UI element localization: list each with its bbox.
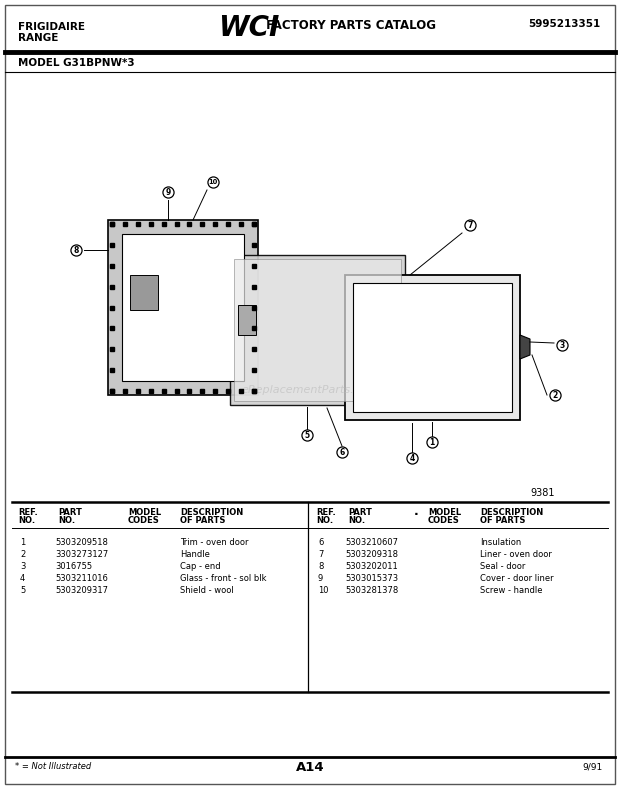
Text: Glass - front - sol blk: Glass - front - sol blk bbox=[180, 574, 267, 583]
Text: 9: 9 bbox=[166, 188, 171, 196]
Bar bbox=[347, 277, 518, 418]
Text: Shield - wool: Shield - wool bbox=[180, 586, 234, 595]
Text: 3016755: 3016755 bbox=[55, 562, 92, 571]
Text: FACTORY PARTS CATALOG: FACTORY PARTS CATALOG bbox=[262, 19, 436, 32]
Text: eReplacementParts.com: eReplacementParts.com bbox=[242, 385, 378, 395]
Text: 1: 1 bbox=[20, 538, 25, 547]
Text: 3303273127: 3303273127 bbox=[55, 550, 108, 559]
Text: OF PARTS: OF PARTS bbox=[480, 516, 525, 525]
Text: 9/91: 9/91 bbox=[583, 762, 603, 771]
Text: 2: 2 bbox=[552, 391, 557, 399]
Bar bbox=[122, 234, 244, 381]
Text: A14: A14 bbox=[296, 761, 324, 774]
Text: DESCRIPTION: DESCRIPTION bbox=[480, 508, 543, 517]
Text: Screw - handle: Screw - handle bbox=[480, 586, 542, 595]
FancyBboxPatch shape bbox=[345, 275, 520, 420]
Text: 5303210607: 5303210607 bbox=[345, 538, 398, 547]
Text: 2: 2 bbox=[20, 550, 25, 559]
FancyBboxPatch shape bbox=[353, 283, 512, 412]
Bar bbox=[130, 275, 158, 310]
Text: 8: 8 bbox=[318, 562, 324, 571]
Bar bbox=[238, 305, 256, 335]
Text: Cover - door liner: Cover - door liner bbox=[480, 574, 554, 583]
Text: CODES: CODES bbox=[128, 516, 160, 525]
Text: 1: 1 bbox=[430, 437, 435, 447]
Text: Trim - oven door: Trim - oven door bbox=[180, 538, 249, 547]
Text: Liner - oven door: Liner - oven door bbox=[480, 550, 552, 559]
Text: 5303209318: 5303209318 bbox=[345, 550, 398, 559]
Text: 9381: 9381 bbox=[531, 488, 555, 498]
Text: 8: 8 bbox=[73, 245, 79, 255]
Text: NO.: NO. bbox=[348, 516, 365, 525]
Text: 9: 9 bbox=[318, 574, 323, 583]
Text: ·: · bbox=[414, 508, 418, 521]
Polygon shape bbox=[520, 335, 530, 359]
Text: 5303211016: 5303211016 bbox=[55, 574, 108, 583]
Text: 6: 6 bbox=[339, 447, 345, 457]
Text: FRIGIDAIRE: FRIGIDAIRE bbox=[18, 22, 85, 32]
Text: 10: 10 bbox=[318, 586, 329, 595]
Text: 5995213351: 5995213351 bbox=[528, 19, 600, 29]
Text: 10: 10 bbox=[208, 179, 218, 185]
Text: RANGE: RANGE bbox=[18, 33, 58, 43]
Bar bbox=[234, 259, 401, 401]
Text: NO.: NO. bbox=[18, 516, 35, 525]
Text: MODEL: MODEL bbox=[428, 508, 461, 517]
Text: DESCRIPTION: DESCRIPTION bbox=[180, 508, 243, 517]
Text: Handle: Handle bbox=[180, 550, 210, 559]
Text: 7: 7 bbox=[467, 220, 472, 230]
Text: 4: 4 bbox=[409, 454, 415, 462]
Text: PART: PART bbox=[58, 508, 82, 517]
Bar bbox=[230, 255, 405, 405]
Text: PART: PART bbox=[348, 508, 372, 517]
Text: Seal - door: Seal - door bbox=[480, 562, 525, 571]
Text: Insulation: Insulation bbox=[480, 538, 521, 547]
Text: OF PARTS: OF PARTS bbox=[180, 516, 226, 525]
Text: 5: 5 bbox=[304, 431, 309, 439]
Text: REF.: REF. bbox=[316, 508, 336, 517]
Text: Cap - end: Cap - end bbox=[180, 562, 221, 571]
Text: * = Not Illustrated: * = Not Illustrated bbox=[15, 762, 91, 771]
Text: MODEL G31BPNW*3: MODEL G31BPNW*3 bbox=[18, 58, 135, 68]
Text: 7: 7 bbox=[318, 550, 324, 559]
Text: NO.: NO. bbox=[58, 516, 75, 525]
Text: 6: 6 bbox=[318, 538, 324, 547]
Text: 3: 3 bbox=[20, 562, 25, 571]
Text: 5303209317: 5303209317 bbox=[55, 586, 108, 595]
Text: 4: 4 bbox=[20, 574, 25, 583]
Text: 3: 3 bbox=[559, 341, 565, 350]
Text: 5303202011: 5303202011 bbox=[345, 562, 398, 571]
Text: 5: 5 bbox=[20, 586, 25, 595]
Text: 5303209518: 5303209518 bbox=[55, 538, 108, 547]
Bar bbox=[108, 220, 258, 395]
Text: 5303015373: 5303015373 bbox=[345, 574, 398, 583]
Text: NO.: NO. bbox=[316, 516, 333, 525]
Text: 5303281378: 5303281378 bbox=[345, 586, 398, 595]
Text: REF.: REF. bbox=[18, 508, 38, 517]
Text: MODEL: MODEL bbox=[128, 508, 161, 517]
Text: CODES: CODES bbox=[428, 516, 460, 525]
Text: WCI: WCI bbox=[218, 14, 280, 42]
